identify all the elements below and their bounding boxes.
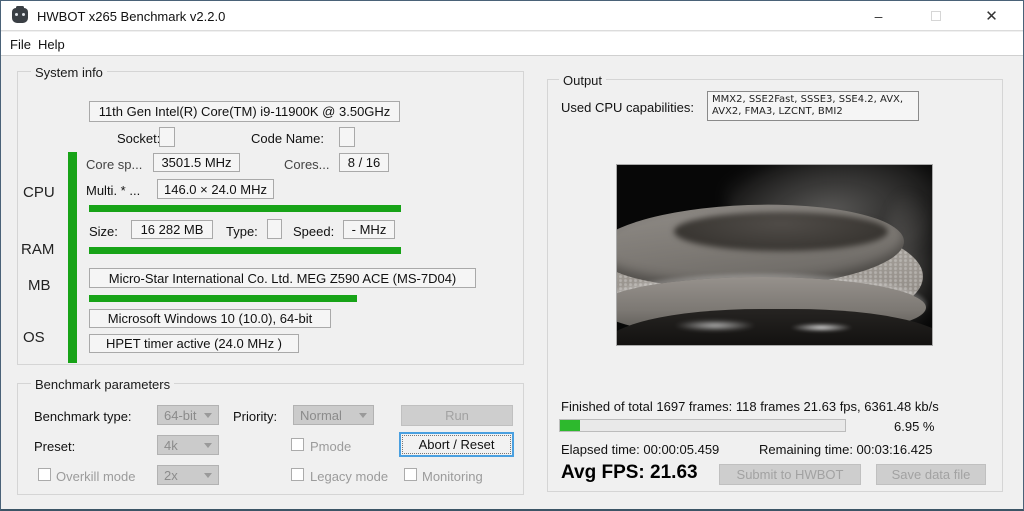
legacy-mode-label: Legacy mode — [310, 469, 389, 484]
remaining-time-text: Remaining time: 00:03:16.425 — [759, 442, 933, 457]
run-button[interactable]: Run — [401, 405, 513, 426]
benchmark-type-label: Benchmark type: — [34, 409, 132, 424]
mb-progress-bar — [89, 295, 357, 302]
os-box: Microsoft Windows 10 (10.0), 64-bit — [89, 309, 331, 328]
output-group — [547, 79, 1003, 492]
code-name-value-box — [339, 127, 355, 147]
gloss-highlight — [673, 319, 756, 331]
elapsed-time-text: Elapsed time: 00:00:05.459 — [561, 442, 720, 457]
priority-value: Normal — [300, 407, 342, 423]
dark-bottle-base — [617, 309, 932, 345]
ram-type-box — [267, 219, 282, 239]
ram-speed-label: Speed: — [293, 224, 335, 239]
ram-speed-box: - MHz — [343, 220, 395, 239]
monitoring-checkbox[interactable] — [404, 468, 417, 481]
pmode-label: Pmode — [310, 439, 352, 454]
submit-to-hwbot-button[interactable]: Submit to HWBOT — [719, 464, 861, 485]
overkill-mode-label: Overkill mode — [56, 469, 136, 484]
chevron-down-icon — [204, 443, 212, 448]
priority-select[interactable]: Normal — [293, 405, 374, 425]
chevron-down-icon — [204, 413, 212, 418]
benchmark-type-value: 64-bit — [164, 407, 197, 423]
chevron-down-icon — [359, 413, 367, 418]
system-info-group — [17, 71, 524, 365]
cpu-name-box: 11th Gen Intel(R) Core(TM) i9-11900K @ 3… — [89, 101, 400, 122]
cpu-section-label: CPU — [23, 184, 55, 201]
ram-progress-bar — [89, 247, 401, 254]
window-title: HWBOT x265 Benchmark v2.2.0 — [37, 9, 226, 24]
close-button[interactable]: ✕ — [969, 1, 1014, 31]
output-title: Output — [559, 73, 607, 88]
overkill-multiplier-value: 2x — [164, 467, 178, 483]
minimize-icon: – — [874, 8, 883, 24]
rim-inner-shadow — [673, 211, 888, 252]
multiplier-box: 146.0 × 24.0 MHz — [157, 179, 274, 199]
ram-section-label: RAM — [21, 241, 55, 258]
motherboard-box: Micro-Star International Co. Ltd. MEG Z5… — [89, 268, 476, 288]
focus-outline — [402, 435, 511, 454]
monitoring-label: Monitoring — [422, 469, 483, 484]
ram-type-label: Type: — [226, 224, 258, 239]
encode-progress-fill — [560, 420, 580, 431]
hpet-box: HPET timer active (24.0 MHz ) — [89, 334, 299, 353]
menu-file[interactable]: File — [10, 37, 31, 52]
cores-box: 8 / 16 — [339, 153, 389, 172]
pmode-checkbox[interactable] — [291, 438, 304, 451]
gloss-highlight — [790, 323, 854, 333]
priority-label: Priority: — [233, 409, 278, 424]
overkill-multiplier-select[interactable]: 2x — [157, 465, 219, 485]
multiplier-label: Multi. * ... — [86, 183, 141, 198]
socket-label: Socket: — [117, 131, 161, 146]
ram-size-box: 16 282 MB — [131, 220, 213, 239]
cpu-progress-bar — [89, 205, 401, 212]
system-info-vertical-bar — [68, 152, 77, 363]
finished-frames-text: Finished of total 1697 frames: 118 frame… — [561, 399, 939, 414]
maximize-button[interactable] — [913, 1, 958, 31]
overkill-mode-checkbox[interactable] — [38, 468, 51, 481]
benchmark-type-select[interactable]: 64-bit — [157, 405, 219, 425]
title-bar: HWBOT x265 Benchmark v2.2.0 – ✕ — [1, 1, 1023, 31]
ram-size-label: Size: — [89, 224, 118, 239]
preset-select[interactable]: 4k — [157, 435, 219, 455]
code-name-label: Code Name: — [251, 131, 324, 146]
used-cpu-capabilities-box: MMX2, SSE2Fast, SSSE3, SSE4.2, AVX, AVX2… — [707, 91, 919, 121]
progress-percent-text: 6.95 % — [894, 419, 935, 434]
avg-fps-text: Avg FPS: 21.63 — [561, 462, 698, 483]
close-icon: ✕ — [985, 8, 998, 25]
system-info-title: System info — [31, 65, 107, 80]
maximize-icon — [930, 11, 941, 21]
menu-bar: File Help — [1, 32, 1023, 56]
benchmark-parameters-group — [17, 383, 524, 495]
abort-reset-button[interactable]: Abort / Reset — [399, 432, 514, 457]
cores-label: Cores... — [284, 157, 330, 172]
socket-value-box — [159, 127, 175, 147]
benchmark-video-frame — [616, 164, 933, 346]
menu-help[interactable]: Help — [38, 37, 65, 52]
abort-reset-label: Abort / Reset — [418, 437, 495, 452]
save-data-file-button[interactable]: Save data file — [876, 464, 986, 485]
chevron-down-icon — [204, 473, 212, 478]
used-cpu-capabilities-label: Used CPU capabilities: — [561, 100, 694, 115]
core-speed-label: Core sp... — [86, 157, 143, 172]
encode-progress-bar — [559, 419, 846, 432]
legacy-mode-checkbox[interactable] — [291, 468, 304, 481]
os-section-label: OS — [23, 329, 45, 346]
benchmark-parameters-title: Benchmark parameters — [31, 377, 175, 392]
core-speed-box: 3501.5 MHz — [153, 153, 240, 172]
hwbot-robot-icon — [12, 6, 28, 23]
preset-label: Preset: — [34, 439, 76, 454]
preset-value: 4k — [164, 437, 178, 453]
minimize-button[interactable]: – — [856, 1, 901, 31]
mb-section-label: MB — [28, 277, 51, 294]
